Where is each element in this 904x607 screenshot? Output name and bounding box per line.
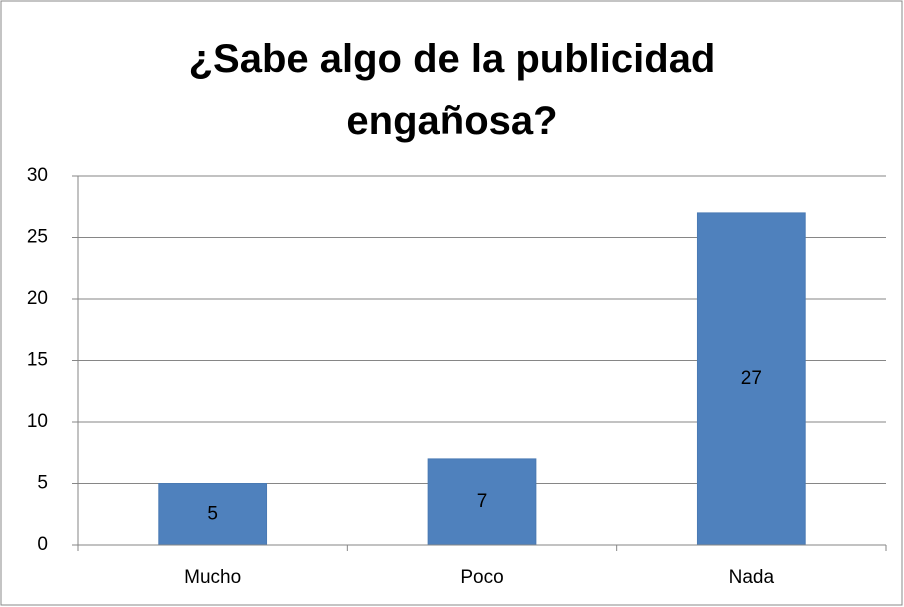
- x-tick-label: Poco: [460, 567, 503, 588]
- y-tick-label: 25: [27, 227, 48, 248]
- y-tick-label: 15: [27, 350, 48, 371]
- y-tick-label: 5: [37, 473, 48, 494]
- x-tick-label: Nada: [729, 567, 775, 588]
- bar: [696, 212, 806, 546]
- x-tick-label: Mucho: [184, 567, 241, 588]
- y-tick-label: 20: [27, 288, 48, 309]
- data-label: 5: [207, 503, 218, 524]
- y-tick-label: 30: [27, 165, 48, 186]
- chart-title: ¿Sabe algo de la publicidad engañosa?: [188, 37, 716, 143]
- bar: [158, 483, 268, 546]
- bar: [427, 458, 537, 546]
- data-label: 7: [477, 491, 488, 512]
- y-tick-label: 0: [37, 534, 48, 555]
- data-label: 27: [741, 368, 762, 389]
- y-tick-label: 10: [27, 411, 48, 432]
